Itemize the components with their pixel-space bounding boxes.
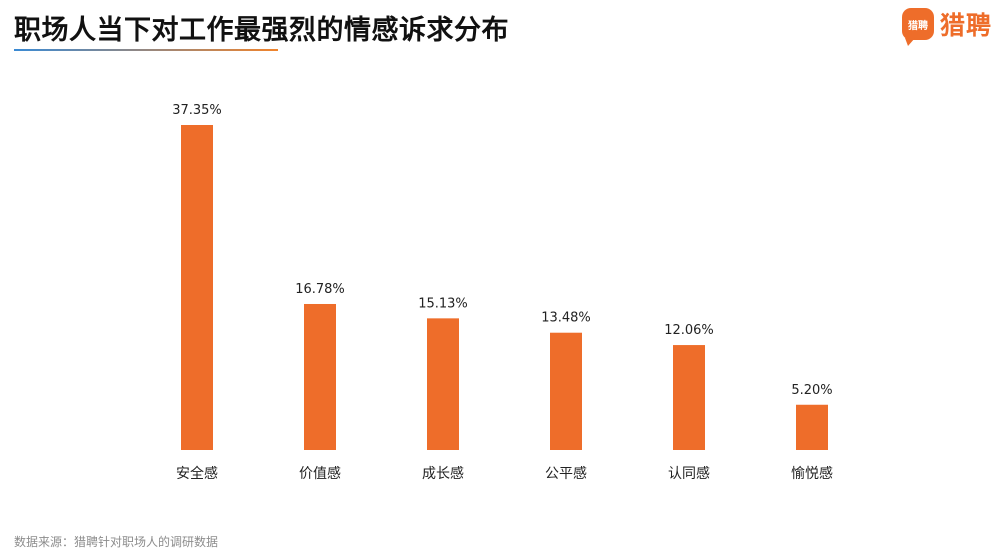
bar-1 bbox=[181, 125, 213, 450]
bar-5 bbox=[673, 345, 705, 450]
category-label-3: 成长感 bbox=[422, 465, 464, 482]
bar-6 bbox=[796, 404, 828, 450]
data-label-1: 37.35% bbox=[172, 103, 222, 118]
brand-name: 猎聘 bbox=[939, 11, 992, 40]
data-label-5: 12.06% bbox=[664, 323, 714, 338]
bar-3 bbox=[427, 318, 459, 450]
brand-logo-text: 猎聘 bbox=[907, 20, 928, 32]
liepin-logo-icon: 猎聘 bbox=[901, 8, 934, 46]
data-label-4: 13.48% bbox=[541, 311, 591, 326]
data-label-2: 16.78% bbox=[295, 282, 345, 297]
bar-4 bbox=[550, 332, 582, 450]
title-underline bbox=[14, 49, 278, 51]
source-note: 数据来源：猎聘针对职场人的调研数据 bbox=[14, 535, 219, 549]
logo-bubble-tail bbox=[904, 38, 915, 46]
data-label-3: 15.13% bbox=[418, 296, 468, 311]
page-title: 职场人当下对工作最强烈的情感诉求分布 bbox=[14, 15, 509, 46]
category-label-4: 公平感 bbox=[545, 465, 587, 482]
data-label-6: 5.20% bbox=[791, 383, 832, 398]
bar-2 bbox=[304, 303, 336, 450]
category-label-5: 认同感 bbox=[668, 465, 710, 482]
category-label-2: 价值感 bbox=[299, 465, 341, 482]
brand: 猎聘 猎聘 bbox=[901, 6, 992, 46]
category-label-1: 安全感 bbox=[176, 465, 218, 482]
category-label-6: 愉悦感 bbox=[791, 465, 833, 482]
